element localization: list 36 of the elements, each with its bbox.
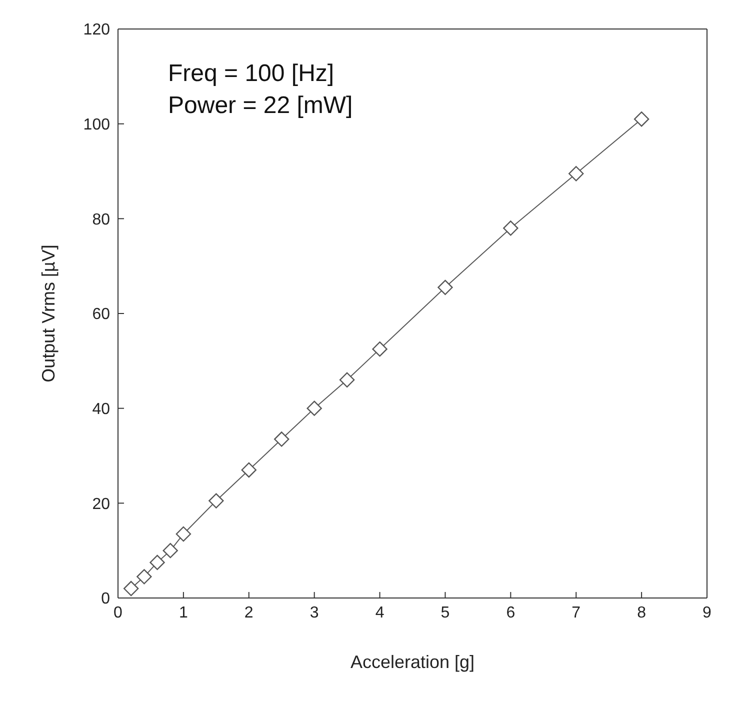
x-axis-title: Acceleration [g] [350,652,475,672]
point [241,462,256,478]
y-tick-label: 120 [83,22,110,39]
x-tick-label: 6 [506,604,516,622]
y-tick-label: 100 [83,116,110,134]
point [306,400,322,416]
point [274,432,290,447]
y-tick-label: 80 [92,211,110,228]
point [136,569,152,584]
x-tick-label: 0 [114,604,123,622]
point [162,542,178,558]
x-tick-label: 1 [178,604,188,622]
x-tick-label: 7 [572,604,581,622]
x-tick-label: 8 [637,604,646,622]
y-tick-label: 0 [101,590,110,608]
point [176,526,192,542]
point [150,554,165,570]
annotation: Freq = 100 [Hz] [168,59,336,89]
point [568,166,584,182]
point [339,372,355,388]
point [372,341,388,357]
x-tick-label: 5 [440,604,450,622]
x-tick-label: 2 [244,604,254,622]
point [123,580,139,596]
point [503,220,518,236]
y-tick-label: 60 [92,306,110,324]
y-axis-title: Output Vrms [µV] [38,244,58,382]
point [634,111,650,127]
annotation: Power = 22 [mW] [168,91,353,121]
x-tick-label: 4 [375,604,384,622]
x-tick-label: 3 [310,604,319,622]
point [208,493,224,508]
y-tick-label: 20 [92,496,110,513]
point [438,280,453,296]
y-tick-label: 40 [92,401,110,418]
x-tick-label: 9 [702,604,712,622]
